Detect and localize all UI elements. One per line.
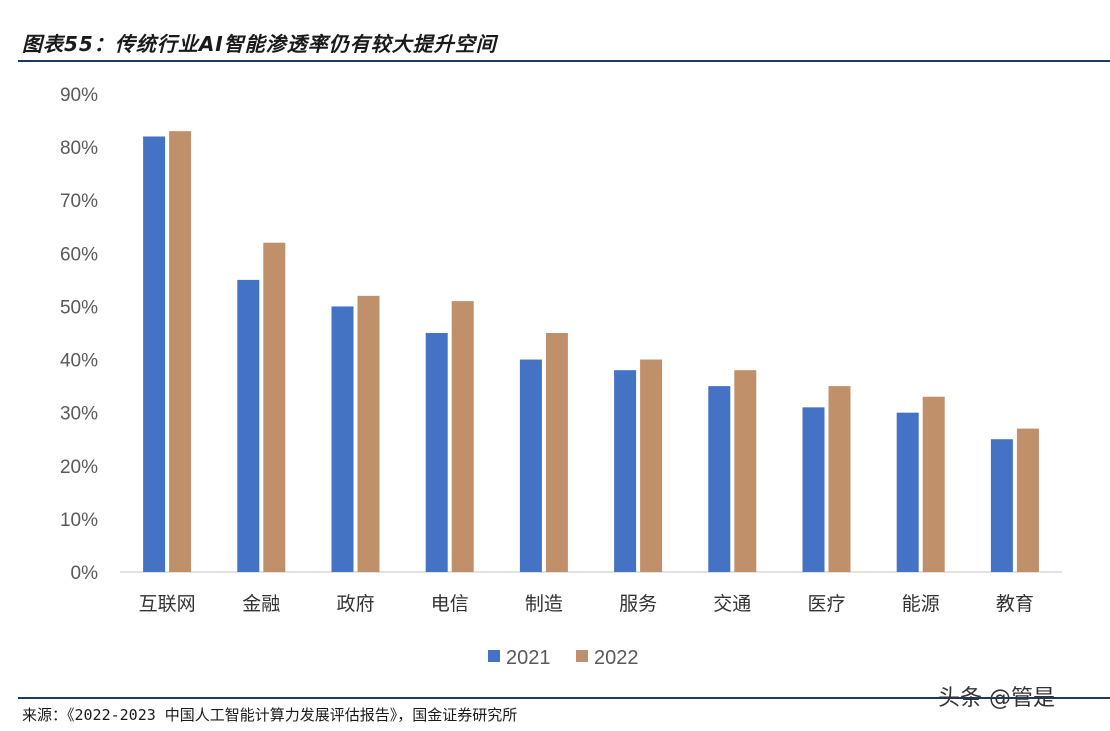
x-axis-labels: 互联网 金融 政府 电信 制造 服务 交通 医疗 能源 教育 — [139, 593, 1034, 615]
x-tick-label: 能源 — [902, 593, 940, 615]
bar-chart: 0% 10% 20% 30% 40% 50% 60% 70% 80% 90% 互联网 金融 政府 电信 制… — [60, 85, 1062, 669]
chart-title: 图表55：传统行业AI智能渗透率仍有较大提升空间 — [22, 32, 497, 56]
x-tick-label: 交通 — [713, 593, 751, 615]
source-note: 来源：《2022-2023 中国人工智能计算力发展评估报告》，国金证券研究所 — [22, 706, 518, 724]
legend-swatch-2022 — [576, 650, 588, 662]
bar-2022-电信 — [451, 301, 474, 572]
legend-label-2022: 2022 — [594, 647, 639, 669]
footer-divider — [18, 697, 1110, 699]
y-tick-label: 60% — [60, 244, 98, 265]
watermark: 头条 @管是 — [938, 686, 1055, 711]
bar-2021-服务 — [614, 370, 637, 572]
bar-2021-金融 — [237, 279, 260, 572]
x-tick-label: 医疗 — [807, 593, 845, 615]
bar-2022-政府 — [357, 295, 380, 572]
bar-2022-服务 — [640, 359, 663, 572]
y-tick-label: 90% — [60, 85, 98, 106]
legend: 2021 2022 — [488, 647, 639, 669]
title-divider — [18, 60, 1110, 62]
bar-2021-能源 — [896, 412, 919, 572]
x-tick-label: 制造 — [525, 593, 563, 615]
legend-label-2021: 2021 — [506, 647, 551, 669]
x-tick-label: 电信 — [431, 593, 469, 615]
bar-2022-制造 — [545, 333, 568, 572]
bar-2022-教育 — [1016, 428, 1039, 572]
y-tick-label: 0% — [71, 563, 99, 584]
x-tick-label: 教育 — [996, 593, 1034, 615]
y-axis: 0% 10% 20% 30% 40% 50% 60% 70% 80% 90% — [60, 85, 98, 584]
bar-2021-交通 — [708, 386, 731, 572]
y-tick-label: 50% — [60, 297, 98, 318]
bar-2021-制造 — [519, 359, 542, 572]
y-tick-label: 20% — [60, 457, 98, 478]
bar-2021-医疗 — [802, 407, 825, 572]
bar-2022-能源 — [922, 396, 945, 572]
bar-2021-互联网 — [143, 136, 166, 572]
y-tick-label: 70% — [60, 191, 98, 212]
y-tick-label: 10% — [60, 510, 98, 531]
bar-2022-金融 — [263, 242, 286, 572]
bar-2021-教育 — [990, 439, 1013, 572]
bar-2021-电信 — [425, 333, 448, 572]
bar-group — [143, 131, 1039, 572]
x-tick-label: 政府 — [336, 593, 374, 615]
legend-swatch-2021 — [488, 650, 500, 662]
bar-2022-交通 — [734, 370, 757, 572]
x-tick-label: 金融 — [242, 593, 280, 615]
y-tick-label: 30% — [60, 404, 98, 425]
y-tick-label: 80% — [60, 138, 98, 159]
bar-2021-政府 — [331, 306, 354, 572]
bar-2022-医疗 — [828, 386, 851, 572]
x-tick-label: 互联网 — [139, 593, 196, 615]
bar-2022-互联网 — [169, 131, 192, 572]
x-tick-label: 服务 — [619, 593, 657, 615]
y-tick-label: 40% — [60, 351, 98, 372]
